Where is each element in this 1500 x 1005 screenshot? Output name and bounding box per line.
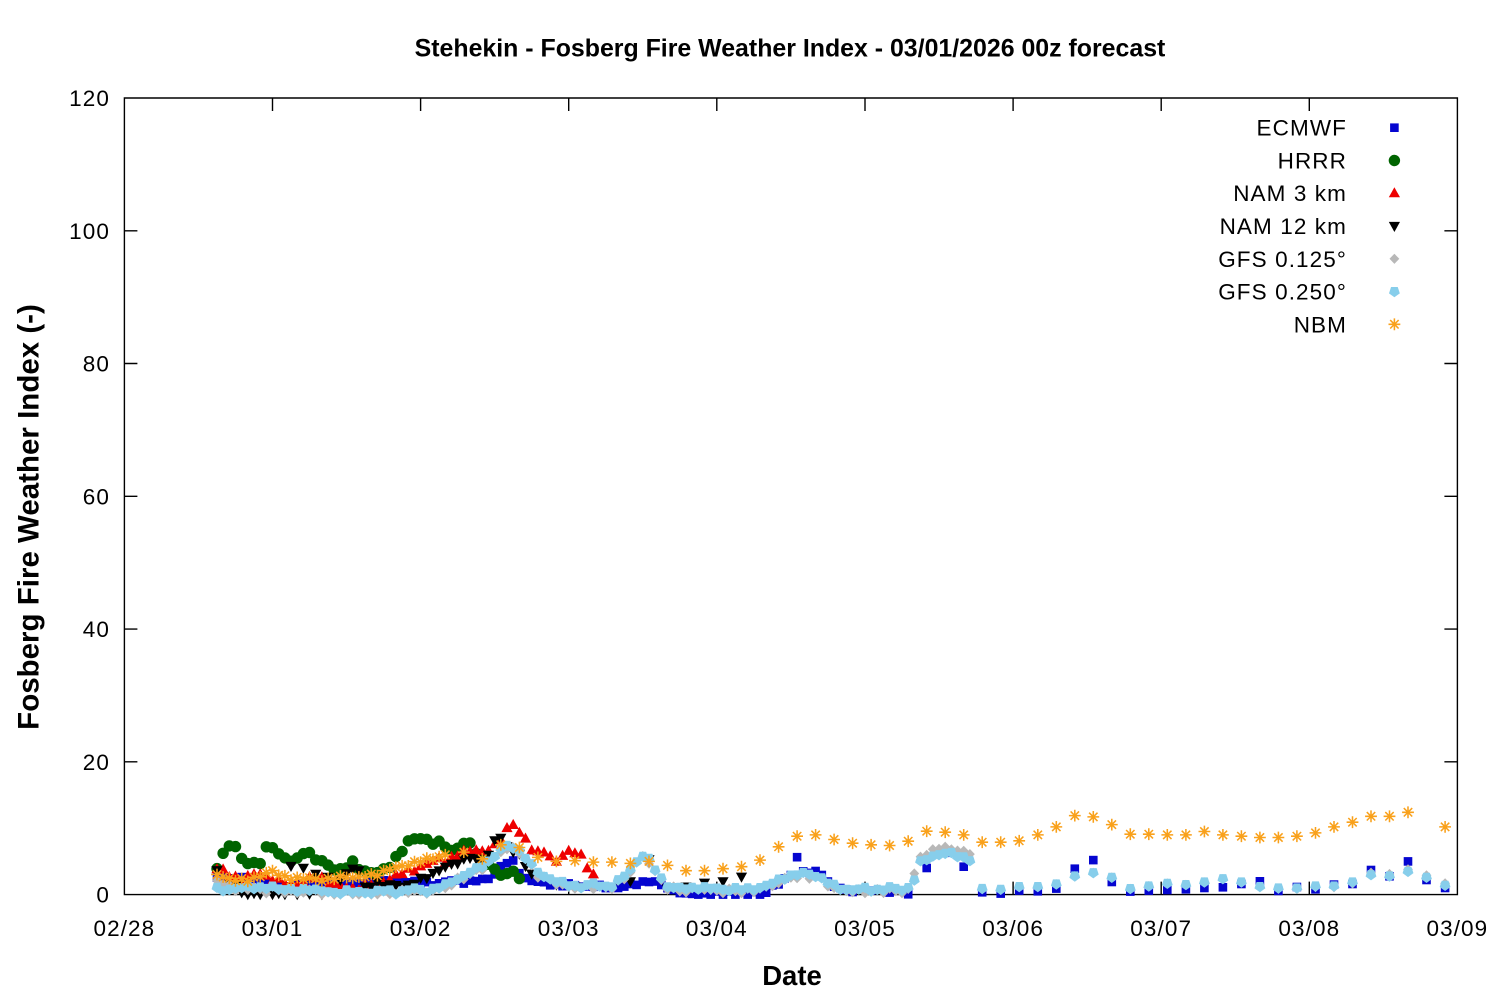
svg-text:60: 60	[83, 484, 110, 509]
svg-text:03/01: 03/01	[242, 916, 304, 941]
svg-text:Fosberg Fire Weather Index (-): Fosberg Fire Weather Index (-)	[13, 304, 46, 730]
svg-text:03/08: 03/08	[1278, 916, 1340, 941]
svg-text:03/05: 03/05	[834, 916, 896, 941]
svg-text:03/04: 03/04	[686, 916, 748, 941]
svg-text:GFS 0.250°: GFS 0.250°	[1218, 280, 1347, 305]
svg-text:100: 100	[69, 219, 110, 244]
svg-text:02/28: 02/28	[93, 916, 155, 941]
svg-text:0: 0	[96, 883, 110, 908]
svg-text:03/09: 03/09	[1426, 916, 1488, 941]
svg-text:NBM: NBM	[1294, 312, 1347, 337]
svg-text:03/06: 03/06	[982, 916, 1044, 941]
svg-text:03/07: 03/07	[1130, 916, 1192, 941]
svg-text:03/02: 03/02	[390, 916, 452, 941]
svg-text:Stehekin - Fosberg Fire Weathe: Stehekin - Fosberg Fire Weather Index - …	[415, 35, 1166, 63]
svg-text:ECMWF: ECMWF	[1257, 116, 1347, 141]
svg-text:NAM 12 km: NAM 12 km	[1220, 214, 1347, 239]
svg-text:40: 40	[83, 617, 110, 642]
svg-text:120: 120	[69, 86, 110, 111]
svg-text:20: 20	[83, 750, 110, 775]
svg-text:GFS 0.125°: GFS 0.125°	[1218, 247, 1347, 272]
svg-text:NAM 3 km: NAM 3 km	[1233, 181, 1347, 206]
svg-text:80: 80	[83, 352, 110, 377]
svg-text:HRRR: HRRR	[1278, 149, 1347, 174]
svg-text:03/03: 03/03	[538, 916, 600, 941]
svg-text:Date: Date	[762, 960, 822, 991]
